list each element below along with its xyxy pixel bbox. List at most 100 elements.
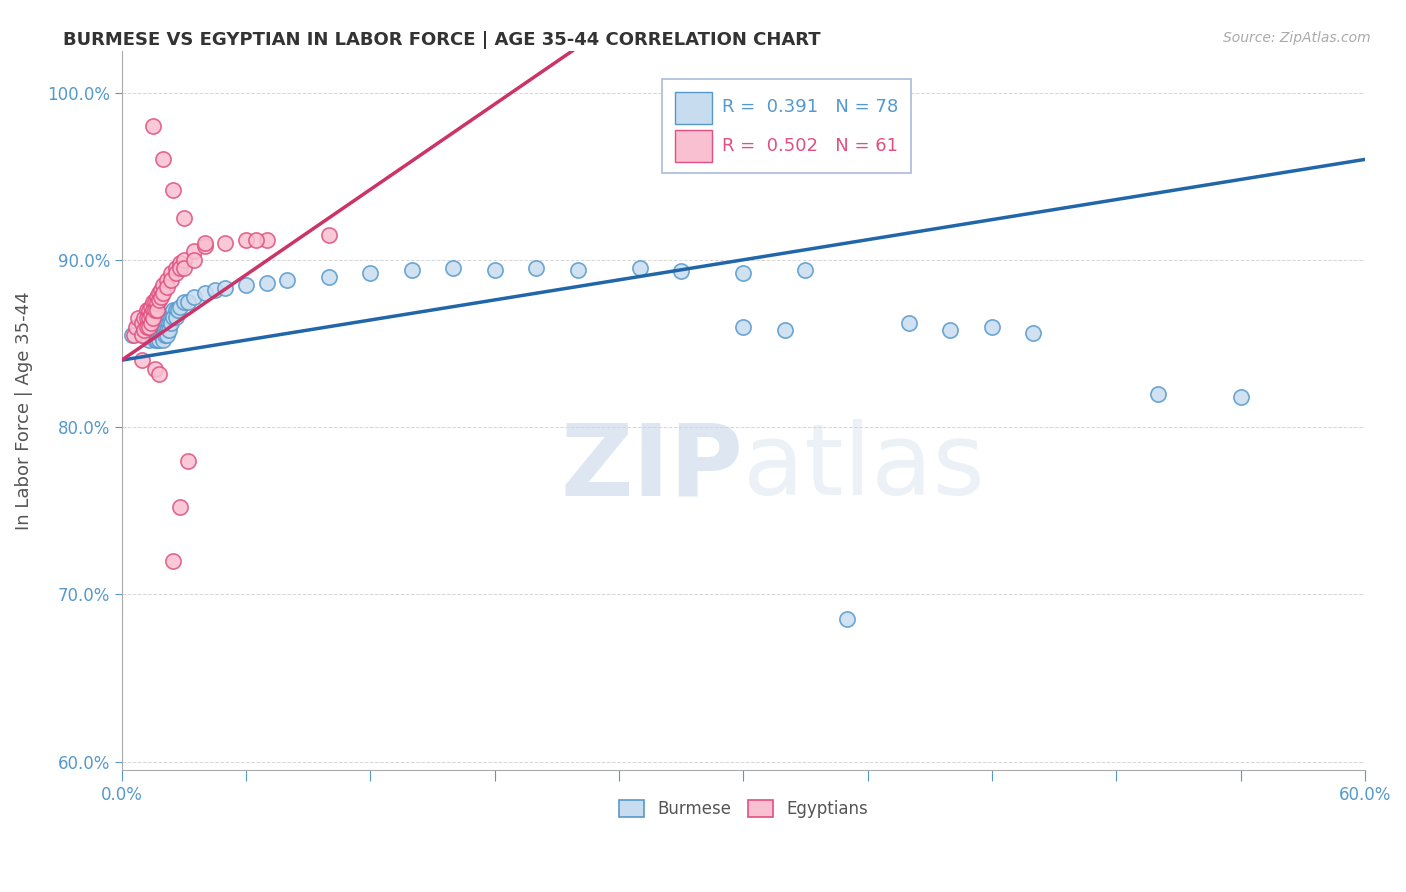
Point [160, 273, 183, 287]
Text: R =  0.502   N = 61: R = 0.502 N = 61 [723, 136, 898, 154]
Point [138, 302, 160, 317]
Point [177, 453, 200, 467]
Point [127, 319, 149, 334]
Point [183, 289, 205, 303]
Point [1229, 390, 1251, 404]
Point [169, 300, 191, 314]
Point [152, 286, 174, 301]
Point [143, 294, 166, 309]
Point [143, 302, 166, 317]
Point [939, 323, 962, 337]
Point [127, 311, 149, 326]
Point [166, 302, 188, 317]
Point [245, 233, 267, 247]
Point [148, 323, 170, 337]
Point [142, 323, 165, 337]
Point [152, 323, 174, 337]
Point [169, 256, 191, 270]
Point [669, 264, 692, 278]
Point [125, 319, 148, 334]
Point [143, 328, 166, 343]
Point [401, 262, 423, 277]
Point [142, 328, 165, 343]
Point [152, 328, 174, 343]
Point [980, 319, 1002, 334]
Point [153, 328, 176, 343]
Point [152, 333, 174, 347]
Text: R =  0.391   N = 78: R = 0.391 N = 78 [723, 98, 898, 116]
Point [898, 317, 921, 331]
Point [146, 317, 169, 331]
Point [156, 273, 179, 287]
Point [152, 153, 174, 167]
Point [157, 311, 180, 326]
Point [131, 317, 153, 331]
Point [142, 119, 165, 133]
Point [142, 311, 165, 326]
Point [148, 311, 170, 326]
Point [150, 317, 173, 331]
Point [169, 261, 191, 276]
Point [150, 289, 173, 303]
Point [131, 353, 153, 368]
Point [794, 262, 817, 277]
Point [214, 281, 236, 295]
Point [121, 328, 143, 343]
Point [150, 283, 173, 297]
Point [148, 286, 170, 301]
Point [256, 276, 278, 290]
Point [193, 286, 215, 301]
Point [441, 261, 464, 276]
Point [1022, 326, 1045, 341]
Point [165, 266, 187, 280]
Point [150, 323, 173, 337]
Bar [675, 92, 713, 124]
Point [162, 554, 184, 568]
Point [157, 317, 180, 331]
Point [318, 227, 340, 242]
Point [169, 500, 191, 515]
Point [142, 317, 165, 331]
FancyBboxPatch shape [662, 79, 911, 173]
Point [139, 300, 162, 314]
Point [173, 252, 195, 267]
Point [173, 294, 195, 309]
Point [193, 239, 215, 253]
Point [138, 311, 160, 326]
Point [134, 311, 156, 326]
Point [143, 317, 166, 331]
Text: ZIP: ZIP [561, 419, 744, 516]
Point [156, 279, 179, 293]
Point [235, 277, 257, 292]
Point [183, 252, 205, 267]
Point [173, 211, 195, 225]
Point [131, 328, 153, 343]
Point [156, 311, 179, 326]
Point [152, 317, 174, 331]
Point [152, 277, 174, 292]
Point [148, 367, 170, 381]
Text: Source: ZipAtlas.com: Source: ZipAtlas.com [1223, 31, 1371, 45]
Point [160, 266, 183, 280]
Point [276, 273, 298, 287]
Point [567, 262, 589, 277]
Point [142, 302, 165, 317]
Point [733, 319, 755, 334]
Point [138, 319, 160, 334]
Point [156, 328, 179, 343]
Point [157, 323, 180, 337]
Point [139, 317, 162, 331]
Point [148, 293, 170, 307]
Point [138, 333, 160, 347]
Point [160, 311, 183, 326]
Text: atlas: atlas [744, 419, 984, 516]
Point [173, 261, 195, 276]
Point [143, 333, 166, 347]
Point [318, 269, 340, 284]
Point [773, 323, 796, 337]
Point [146, 328, 169, 343]
Point [177, 294, 200, 309]
Point [204, 283, 226, 297]
Point [146, 323, 169, 337]
Point [134, 323, 156, 337]
